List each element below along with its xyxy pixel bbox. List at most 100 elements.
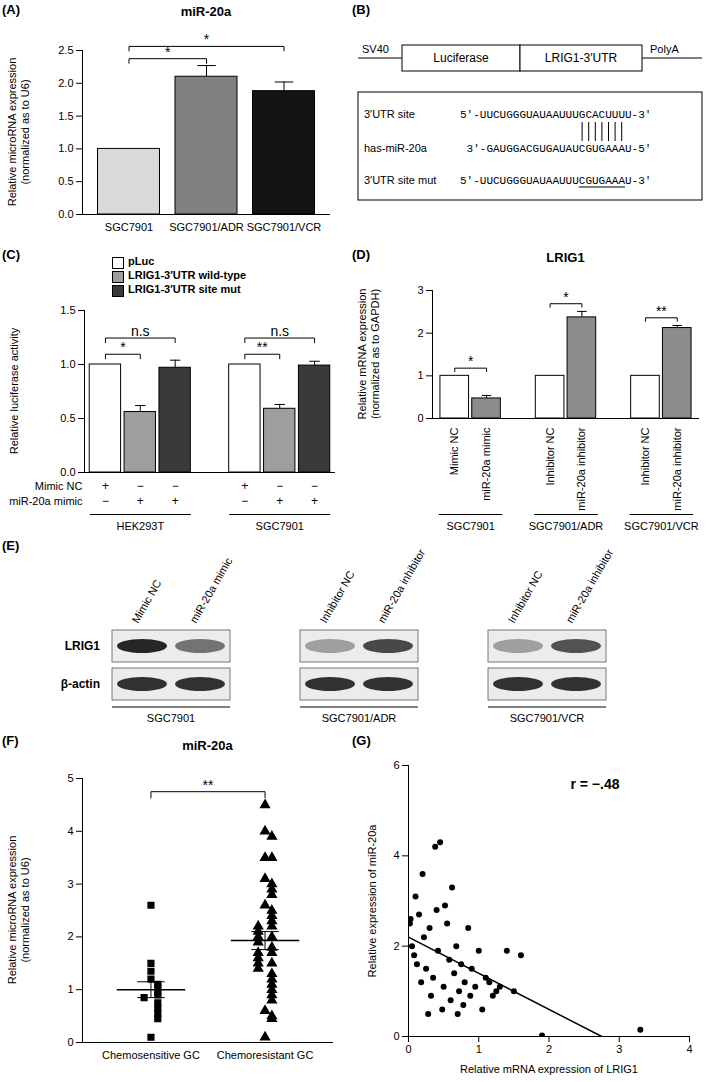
svg-text:3′UTR site mut: 3′UTR site mut xyxy=(364,174,436,186)
svg-text:−: − xyxy=(137,479,144,493)
svg-text:0.5: 0.5 xyxy=(58,175,73,187)
svg-text:2: 2 xyxy=(546,1043,552,1055)
svg-text:2: 2 xyxy=(417,327,423,339)
svg-text:PolyA: PolyA xyxy=(650,43,679,55)
svg-text:SGC7901: SGC7901 xyxy=(147,712,195,724)
svg-text:+: + xyxy=(311,494,318,508)
svg-text:**: ** xyxy=(203,777,214,793)
svg-text:−: − xyxy=(241,494,248,508)
svg-text:Mimic NC: Mimic NC xyxy=(448,427,460,475)
svg-text:miR-20a inhibitor: miR-20a inhibitor xyxy=(375,547,427,625)
svg-text:SGC7901: SGC7901 xyxy=(446,520,494,532)
svg-text:Relative microRNA expression: Relative microRNA expression xyxy=(6,58,18,207)
svg-text:Relative mRNA expression: Relative mRNA expression xyxy=(356,289,368,420)
svg-text:miR-20a inhibitor: miR-20a inhibitor xyxy=(563,547,615,625)
svg-text:−: − xyxy=(102,494,109,508)
svg-text:3′UTR site: 3′UTR site xyxy=(364,108,415,120)
svg-text:+: + xyxy=(241,479,248,493)
svg-text:−: − xyxy=(172,479,179,493)
svg-text:Inhibitor NC: Inhibitor NC xyxy=(505,569,544,625)
svg-text:1: 1 xyxy=(417,369,423,381)
svg-text:−: − xyxy=(311,479,318,493)
svg-text:1.0: 1.0 xyxy=(60,358,75,370)
svg-text:4: 4 xyxy=(67,825,73,837)
svg-text:0: 0 xyxy=(405,1043,411,1055)
svg-text:miR-20a inhibitor: miR-20a inhibitor xyxy=(671,427,683,510)
svg-text:Inhibitor NC: Inhibitor NC xyxy=(639,427,651,485)
svg-text:0: 0 xyxy=(393,1030,399,1042)
svg-text:SGC7901: SGC7901 xyxy=(105,221,153,233)
svg-text:*: * xyxy=(120,339,126,355)
svg-text:SGC7901/VCR: SGC7901/VCR xyxy=(510,712,585,724)
svg-text:0.0: 0.0 xyxy=(58,208,73,220)
svg-text:*: * xyxy=(204,31,210,47)
svg-text:(normalized as to U6): (normalized as to U6) xyxy=(19,79,31,184)
svg-text:4: 4 xyxy=(686,1043,692,1055)
svg-text:+: + xyxy=(102,479,109,493)
svg-text:5: 5 xyxy=(67,772,73,784)
svg-text:β-actin: β-actin xyxy=(61,677,100,691)
svg-text:Inhibitor NC: Inhibitor NC xyxy=(317,569,356,625)
svg-text:Relative mRNA expression of LR: Relative mRNA expression of LRIG1 xyxy=(460,1063,638,1075)
svg-text:1: 1 xyxy=(476,1043,482,1055)
svg-text:1.5: 1.5 xyxy=(58,110,73,122)
svg-text:3: 3 xyxy=(417,284,423,296)
svg-text:SV40: SV40 xyxy=(362,43,389,55)
svg-text:SGC7901/VCR: SGC7901/VCR xyxy=(624,520,699,532)
svg-text:1.0: 1.0 xyxy=(58,142,73,154)
svg-text:0.0: 0.0 xyxy=(60,466,75,478)
svg-text:Mimic NC: Mimic NC xyxy=(35,480,83,492)
svg-text:′: ′ xyxy=(645,109,652,121)
svg-text:1: 1 xyxy=(67,983,73,995)
svg-text:LRIG1-3′UTR: LRIG1-3′UTR xyxy=(545,51,618,65)
svg-text:miR-20a mimic: miR-20a mimic xyxy=(187,555,234,625)
svg-text:2.5: 2.5 xyxy=(58,44,73,56)
svg-text:Mimic NC: Mimic NC xyxy=(129,578,163,625)
svg-text:*: * xyxy=(165,44,171,60)
svg-text:LRIG1: LRIG1 xyxy=(65,639,101,653)
svg-text:has-miR-20a: has-miR-20a xyxy=(364,142,428,154)
svg-text:(normalized as to GAPDH): (normalized as to GAPDH) xyxy=(369,289,381,419)
svg-text:*: * xyxy=(563,289,569,305)
svg-text:n.s: n.s xyxy=(131,323,150,339)
svg-text:0: 0 xyxy=(417,412,423,424)
svg-text:4: 4 xyxy=(393,849,399,861)
svg-text:HEK293T: HEK293T xyxy=(116,520,164,532)
svg-text:(normalized as to U6): (normalized as to U6) xyxy=(19,857,31,962)
svg-text:SGC7901/ADR: SGC7901/ADR xyxy=(322,712,397,724)
svg-text:Chemosensitive GC: Chemosensitive GC xyxy=(102,1049,200,1061)
svg-text:+: + xyxy=(137,494,144,508)
svg-text:**: ** xyxy=(656,303,667,319)
svg-text:2.0: 2.0 xyxy=(58,77,73,89)
svg-text:n.s: n.s xyxy=(270,323,289,339)
svg-text:miR-20a mimic: miR-20a mimic xyxy=(9,495,83,507)
svg-text:+: + xyxy=(172,494,179,508)
svg-text:6: 6 xyxy=(393,759,399,771)
svg-text:**: ** xyxy=(257,339,268,355)
svg-text:Inhibitor NC: Inhibitor NC xyxy=(544,427,556,485)
svg-text:SGC7901/ADR: SGC7901/ADR xyxy=(529,520,604,532)
svg-text:0.5: 0.5 xyxy=(60,412,75,424)
svg-text:SGC7901: SGC7901 xyxy=(256,520,304,532)
svg-text:Relative expression of miR-20a: Relative expression of miR-20a xyxy=(366,824,378,978)
svg-text:Relative luciferase activity: Relative luciferase activity xyxy=(8,327,20,454)
svg-text:r = −.48: r = −.48 xyxy=(570,776,619,792)
svg-text:SGC7901/VCR: SGC7901/VCR xyxy=(247,221,322,233)
svg-text:−: − xyxy=(276,479,283,493)
svg-text:3: 3 xyxy=(616,1043,622,1055)
svg-text:*: * xyxy=(468,353,474,369)
svg-text:+: + xyxy=(276,494,283,508)
svg-text:miR-20a mimic: miR-20a mimic xyxy=(480,427,492,501)
svg-text:′: ′ xyxy=(645,175,652,187)
svg-text:3: 3 xyxy=(67,878,73,890)
svg-text:Relative microRNA expression: Relative microRNA expression xyxy=(6,836,18,985)
svg-text:′: ′ xyxy=(645,143,652,155)
svg-text:Luciferase: Luciferase xyxy=(433,51,489,65)
svg-text:2: 2 xyxy=(67,930,73,942)
svg-text:miR-20a inhibitor: miR-20a inhibitor xyxy=(575,427,587,510)
svg-text:Chemoresistant GC: Chemoresistant GC xyxy=(217,1049,314,1061)
svg-text:2: 2 xyxy=(393,940,399,952)
svg-text:1.5: 1.5 xyxy=(60,304,75,316)
svg-text:0: 0 xyxy=(67,1036,73,1048)
svg-text:SGC7901/ADR: SGC7901/ADR xyxy=(169,221,244,233)
